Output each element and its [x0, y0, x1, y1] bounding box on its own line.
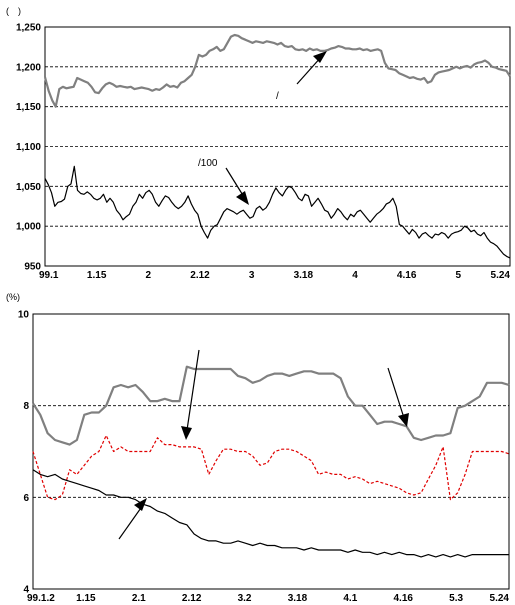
top-chart: ( ) 950 1,000 1,050 1,100 1,150 1,200 1,250 99… [6, 6, 511, 281]
x-tick-label: 3.2 [238, 593, 252, 604]
bottom-plot-frame [32, 313, 510, 590]
x-tick-label: 1.15 [76, 593, 96, 604]
x-tick-label: 5.24 [490, 593, 510, 604]
y-tick-label: 1,050 [16, 182, 41, 193]
top-gridlines [45, 66, 510, 227]
x-tick-label: 99.1.2 [27, 593, 55, 604]
series-line-1 [44, 165, 511, 259]
bottom-series-group [32, 365, 510, 558]
top-unit-label: ( ) [6, 6, 21, 16]
bottom-arrow-right [387, 367, 409, 427]
top-annotation-slash: / [276, 91, 279, 102]
bottom-arrow-left [118, 498, 147, 540]
series-line-0 [43, 33, 511, 108]
annotation-per100-label: /100 [198, 158, 218, 169]
y-tick-label: 10 [18, 310, 30, 321]
bottom-gridlines [33, 405, 509, 498]
x-tick-label: 4 [352, 270, 358, 281]
x-tick-label: 3 [249, 270, 255, 281]
top-series-group [43, 33, 511, 259]
x-tick-label: 2.12 [190, 270, 210, 281]
x-tick-label: 3.18 [294, 270, 314, 281]
x-tick-label: 99.1 [39, 270, 59, 281]
annotation-slash-label: / [276, 91, 279, 102]
x-tick-label: 2.1 [132, 593, 146, 604]
bottom-unit-label: (%) [6, 292, 20, 302]
y-tick-label: 8 [23, 401, 29, 412]
bottom-y-tick-labels: 4 6 8 10 [18, 310, 30, 596]
y-tick-label: 950 [24, 262, 41, 273]
y-tick-label: 1,250 [16, 23, 41, 34]
top-y-tick-labels: 950 1,000 1,050 1,100 1,150 1,200 1,250 [16, 23, 41, 273]
x-tick-label: 5.3 [449, 593, 463, 604]
x-tick-label: 5.24 [491, 270, 511, 281]
top-annotation-per100: /100 [198, 158, 218, 169]
y-tick-label: 6 [23, 493, 29, 504]
y-tick-label: 1,100 [16, 142, 41, 153]
series-line-1 [32, 434, 510, 501]
x-tick-label: 3.18 [288, 593, 308, 604]
y-tick-label: 1,200 [16, 62, 41, 73]
bottom-arrow-middle [181, 349, 200, 440]
x-tick-label: 5 [456, 270, 462, 281]
x-tick-label: 4.16 [393, 593, 413, 604]
series-line-2 [32, 469, 509, 558]
y-tick-label: 4 [23, 585, 29, 596]
bottom-chart: (%) 4 6 8 10 99.1.2 1.15 2.1 2.12 3.2 3.18 4.1 4.1… [6, 292, 510, 604]
x-tick-label: 2.12 [182, 593, 202, 604]
x-tick-label: 4.1 [343, 593, 357, 604]
top-arrow-lower [225, 167, 249, 205]
top-x-tick-labels: 99.1 1.15 2 2.12 3 3.18 4 4.16 5 5.24 [39, 270, 510, 281]
x-tick-label: 1.15 [87, 270, 107, 281]
x-tick-label: 4.16 [397, 270, 417, 281]
series-line-0 [32, 365, 510, 446]
bottom-x-tick-labels: 99.1.2 1.15 2.1 2.12 3.2 3.18 4.1 4.16 5.3 5.24 [27, 593, 509, 604]
top-arrow-upper [296, 51, 327, 85]
x-tick-label: 2 [146, 270, 152, 281]
y-tick-label: 1,000 [16, 222, 41, 233]
y-tick-label: 1,150 [16, 102, 41, 113]
